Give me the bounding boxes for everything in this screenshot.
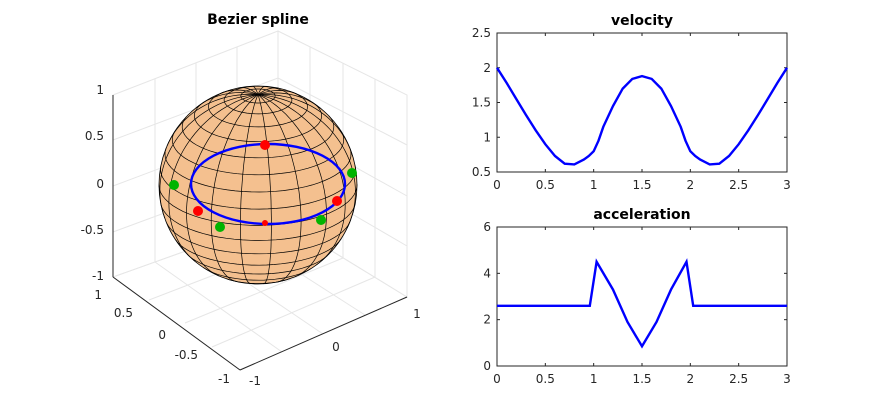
x-tick-label: 2.5 <box>729 372 748 386</box>
x-tick-label: 0.5 <box>536 178 555 192</box>
x-tick-label: -1 <box>218 372 230 386</box>
z-tick-label: -0.5 <box>81 223 104 237</box>
control-point-green <box>347 168 357 178</box>
x-tick-label: 0 <box>158 328 166 342</box>
sphere-latitude-line <box>175 238 342 266</box>
sphere-longitude-line <box>159 94 259 219</box>
acceleration-x-ticks: 0 0.5 1 1.5 2 2.5 3 <box>493 227 791 386</box>
x-tick-label: 0.5 <box>114 306 133 320</box>
sphere-longitude-line <box>238 87 259 95</box>
sphere-latitude-line <box>171 130 345 176</box>
z-tick-labels: 1 0.5 0 -0.5 -1 <box>81 83 104 283</box>
y-tick-label: 1 <box>413 307 421 321</box>
control-point-red <box>260 140 270 150</box>
velocity-y-ticks: 2.5 2 1.5 1 0.5 <box>472 26 787 179</box>
y-tick-label: -1 <box>249 374 261 388</box>
z-tick-label: 0.5 <box>85 129 104 143</box>
x-tick-label: -0.5 <box>175 348 198 362</box>
sphere-longitude-line <box>257 94 354 157</box>
y-tick-label: 2 <box>483 313 491 327</box>
sphere-latitude-line <box>158 184 358 226</box>
sphere-longitude-line <box>168 94 259 262</box>
sphere-longitude-line <box>196 92 259 108</box>
velocity-series-line <box>495 67 789 166</box>
bezier-3d-axes: Bezier spline 1 0.5 0 -0.5 -1 1 0.5 0 -0… <box>81 12 421 388</box>
y-axis-line <box>239 296 408 371</box>
sphere-latitude-line <box>181 115 335 159</box>
x-tick-label: 2 <box>687 372 695 386</box>
x-tick-label: 0 <box>493 372 501 386</box>
x-tick-label: 1.5 <box>632 178 651 192</box>
control-points <box>169 140 357 232</box>
y-tick-label: 6 <box>483 220 491 234</box>
control-point-red <box>262 220 268 226</box>
sphere-longitude-line <box>257 85 266 95</box>
y-tick-label: 1.5 <box>472 96 491 110</box>
x-tick-label: 1.5 <box>632 372 651 386</box>
sphere-latitude-line <box>203 267 311 281</box>
y-tick-label: 0 <box>332 340 340 354</box>
sphere-longitude-line <box>252 85 259 95</box>
y-tick-label: 4 <box>483 266 491 280</box>
x-tick-label: 1 <box>590 372 598 386</box>
control-point-green <box>169 180 179 190</box>
sphere-latitude-line <box>166 221 351 255</box>
chart-title-3d: Bezier spline <box>207 12 309 28</box>
sphere-surface <box>158 85 358 285</box>
y-tick-label: 2.5 <box>472 26 491 40</box>
x-tick-labels: 1 0.5 0 -0.5 -1 <box>94 288 230 386</box>
sphere-latitude-line <box>160 203 356 241</box>
control-point-red <box>332 196 342 206</box>
sphere-longitude-line <box>257 94 327 278</box>
x-axis-line <box>112 276 241 371</box>
z-tick-label: -1 <box>92 269 104 283</box>
sphere-longitude-line <box>210 94 259 283</box>
sphere-longitude-line <box>166 94 259 147</box>
control-point-green <box>215 222 225 232</box>
x-tick-label: 1 <box>94 288 102 302</box>
velocity-title: velocity <box>611 13 673 29</box>
y-tick-label: 1 <box>483 130 491 144</box>
sphere-longitude-line <box>186 94 259 277</box>
y-tick-label: 2 <box>483 61 491 75</box>
sphere-longitude-line <box>257 94 272 285</box>
y-tick-labels: -1 0 1 <box>249 307 421 388</box>
y-tick-label: 0 <box>483 359 491 373</box>
z-tick-label: 0 <box>96 177 104 191</box>
acceleration-title: acceleration <box>593 207 690 223</box>
acceleration-plot-box <box>496 226 788 367</box>
sphere-longitude-line <box>240 94 259 285</box>
control-point-red <box>193 206 203 216</box>
y-tick-label: 0.5 <box>472 165 491 179</box>
sphere-longitude-line <box>220 89 259 95</box>
acceleration-axes: acceleration 0 0.5 1 1.5 2 2.5 3 6 4 2 0 <box>483 207 790 386</box>
x-tick-label: 3 <box>783 372 791 386</box>
sphere-longitude-line <box>257 92 322 109</box>
acceleration-series-line <box>497 258 787 349</box>
x-tick-label: 0 <box>493 178 501 192</box>
velocity-axes: velocity 0 0.5 1 1.5 2 2.5 3 2.521.510.5 <box>472 13 791 192</box>
x-tick-label: 3 <box>783 178 791 192</box>
x-tick-label: 1 <box>590 178 598 192</box>
x-tick-label: 0.5 <box>536 372 555 386</box>
x-tick-label: 2 <box>687 178 695 192</box>
control-point-green <box>316 215 326 225</box>
velocity-x-ticks: 0 0.5 1 1.5 2 2.5 3 <box>493 33 791 192</box>
sphere-longitude-line <box>257 87 280 95</box>
x-tick-label: 2.5 <box>729 178 748 192</box>
velocity-plot-box <box>496 32 788 173</box>
sphere-longitude-line <box>257 94 356 229</box>
sphere-longitude-line <box>257 94 302 283</box>
sphere-longitude-line <box>257 90 298 95</box>
z-tick-label: 1 <box>96 83 104 97</box>
acceleration-y-ticks: 6 4 2 0 <box>483 220 787 373</box>
